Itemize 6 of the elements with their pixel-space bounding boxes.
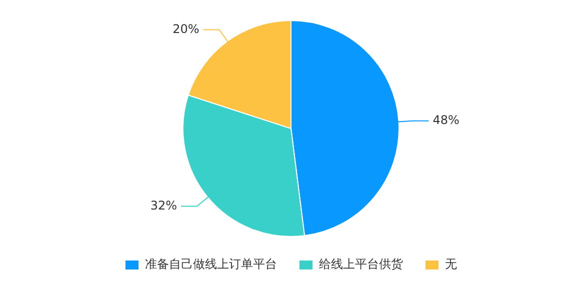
data-label: 48% [432, 112, 460, 127]
legend-label: 给线上平台供货 [319, 257, 403, 272]
data-label: 32% [150, 198, 177, 212]
legend-label: 无 [445, 257, 457, 272]
legend-label: 准备自己做线上订单平台 [145, 257, 277, 272]
data-label: 20% [172, 22, 200, 36]
